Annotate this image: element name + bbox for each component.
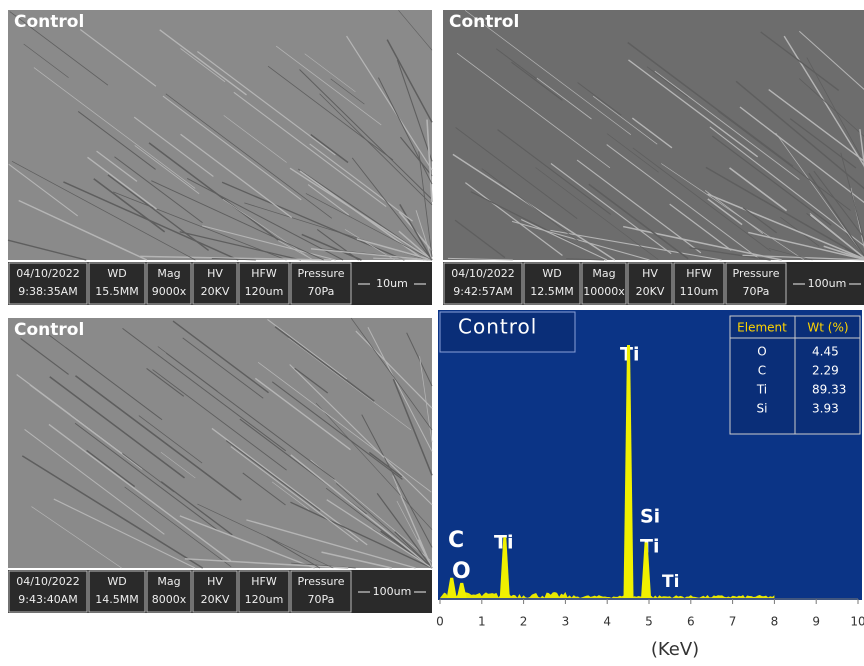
info-text: 70Pa	[743, 285, 770, 298]
info-text: Pressure	[298, 267, 345, 280]
x-tick-label: 2	[520, 615, 528, 629]
x-tick-label: 9	[812, 615, 820, 629]
panel-label: Control	[449, 12, 519, 32]
info-text: WD	[107, 575, 126, 588]
peak-label: Si	[640, 506, 660, 528]
info-text: HFW	[251, 575, 277, 588]
x-tick-label: 5	[645, 615, 653, 629]
info-text: 70Pa	[308, 285, 335, 298]
info-text: 04/10/2022	[451, 267, 514, 280]
x-tick-label: 8	[771, 615, 779, 629]
info-text: 20KV	[636, 285, 665, 298]
info-text: Pressure	[298, 575, 345, 588]
table-header: Element	[737, 321, 787, 335]
table-cell: O	[757, 345, 766, 359]
x-tick-label: 1	[478, 615, 486, 629]
info-text: 04/10/2022	[16, 575, 79, 588]
info-text: 04/10/2022	[16, 267, 79, 280]
info-text: HV	[207, 575, 223, 588]
info-text: HFW	[686, 267, 712, 280]
info-text: Mag	[592, 267, 615, 280]
x-tick-label: 3	[562, 615, 570, 629]
info-text: HV	[642, 267, 658, 280]
table-cell: 4.45	[812, 345, 839, 359]
x-axis-label: (KeV)	[651, 639, 699, 660]
info-text: 120um	[245, 285, 284, 298]
scale-text: 100um	[373, 585, 412, 598]
info-text: 12.5MM	[530, 285, 573, 298]
sem-image	[8, 10, 432, 260]
panel-label: Control	[14, 12, 84, 32]
info-text: Pressure	[733, 267, 780, 280]
info-text: 9:38:35AM	[18, 285, 77, 298]
spectrum-title: Control	[458, 315, 537, 339]
info-text: HV	[207, 267, 223, 280]
x-tick-label: 7	[729, 615, 737, 629]
x-tick-label: 0	[436, 615, 444, 629]
peak-label: O	[452, 559, 471, 584]
info-text: 15.5MM	[95, 285, 138, 298]
info-text: 8000x	[152, 593, 187, 606]
table-cell: 3.93	[812, 402, 839, 416]
info-text: 110um	[680, 285, 719, 298]
peak-label: Ti	[640, 536, 659, 558]
table-cell: C	[758, 364, 766, 378]
table-cell: 2.29	[812, 364, 839, 378]
info-text: 9000x	[152, 285, 187, 298]
info-text: WD	[542, 267, 561, 280]
info-text: HFW	[251, 267, 277, 280]
x-tick-label: 6	[687, 615, 695, 629]
x-tick-label: 10	[850, 615, 864, 629]
scale-text: 10um	[376, 277, 408, 290]
info-text: WD	[107, 267, 126, 280]
table-cell: 89.33	[812, 383, 846, 397]
scale-text: 100um	[808, 277, 847, 290]
peak-label: Ti	[662, 572, 679, 592]
figure: Control C O Ti Ti Si Ti Ti (KeV) Control…	[0, 0, 864, 662]
x-tick-label: 4	[603, 615, 611, 629]
panel-label: Control	[14, 320, 84, 340]
peak-label: C	[448, 528, 464, 553]
table-cell: Ti	[756, 383, 767, 397]
info-text: 14.5MM	[95, 593, 138, 606]
info-text: 20KV	[201, 593, 230, 606]
info-text: 120um	[245, 593, 284, 606]
table-cell: Si	[757, 402, 768, 416]
info-text: 9:42:57AM	[453, 285, 512, 298]
info-text: 70Pa	[308, 593, 335, 606]
info-text: Mag	[157, 575, 180, 588]
table-header: Wt (%)	[807, 321, 848, 335]
info-text: 10000x	[583, 285, 625, 298]
info-text: Mag	[157, 267, 180, 280]
info-text: 20KV	[201, 285, 230, 298]
info-text: 9:43:40AM	[18, 593, 77, 606]
